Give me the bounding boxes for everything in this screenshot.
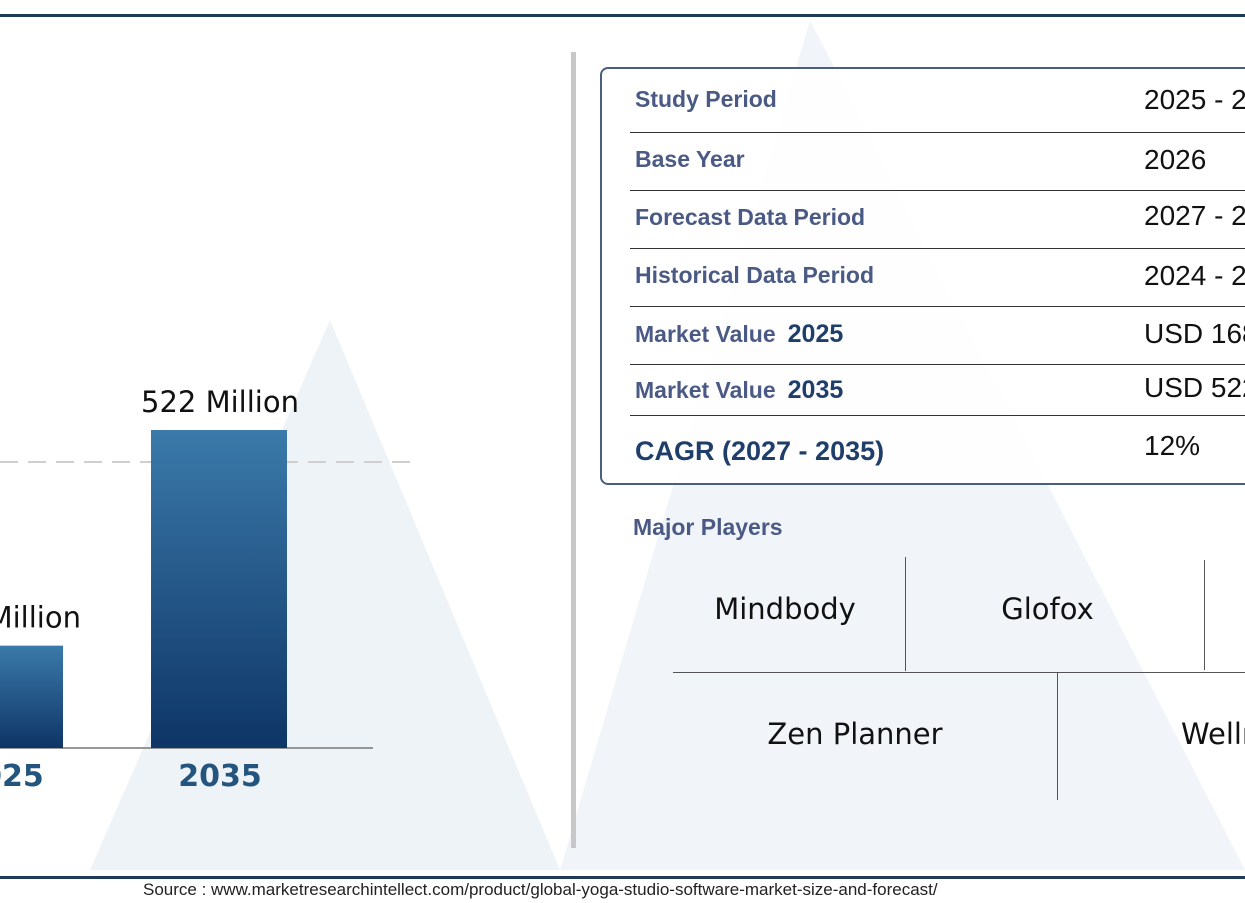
grid-divider — [1057, 672, 1058, 800]
table-row-label: Base Year — [635, 146, 745, 173]
table-row-value: USD 168 — [1144, 318, 1245, 349]
table-row-divider — [630, 364, 1245, 365]
bottom-rule — [0, 876, 1245, 879]
table-row-value: 12% — [1144, 430, 1201, 461]
player-wellne: Wellne — [1181, 717, 1245, 751]
row-label-text: Base Year — [635, 146, 745, 172]
player-zen-planner: Zen Planner — [767, 717, 943, 751]
row-label-text: Market Value — [635, 377, 776, 403]
grid-divider — [1204, 560, 1205, 670]
table-row-value: 2027 - 2 — [1144, 200, 1245, 231]
player-glofox: Glofox — [1001, 592, 1094, 626]
table-row-value: USD 522 — [1144, 372, 1245, 403]
table-row-label: Historical Data Period — [635, 262, 874, 289]
row-label-year: 2035 — [787, 376, 844, 404]
x-tick-label: 2025 — [0, 759, 44, 794]
major-players-title: Major Players — [633, 514, 783, 540]
row-label-text: Forecast Data Period — [635, 204, 866, 230]
bar-value-label: 522 Million — [141, 385, 299, 419]
bar-value-label: 168 Million — [0, 601, 81, 635]
table-row-divider — [630, 190, 1245, 191]
player-mindbody: Mindbody — [714, 592, 856, 626]
table-row-label: Forecast Data Period — [635, 204, 865, 231]
table-row-value: 2026 — [1144, 144, 1207, 175]
bar-chart: 168 Million 2025 522 Million 2035 — [0, 385, 410, 794]
row-label-text: CAGR (2027 - 2035) — [635, 436, 885, 466]
table-row-divider — [630, 306, 1245, 307]
table-row-divider — [630, 132, 1245, 133]
row-label-text: Market Value — [635, 321, 776, 347]
row-label-text: Study Period — [635, 86, 777, 112]
grid-divider — [673, 672, 1245, 673]
table-row-label: Market Value 2035 — [635, 376, 843, 405]
table-row-value: 2024 - 2 — [1144, 260, 1245, 291]
x-tick-label: 2035 — [178, 759, 262, 794]
table-row-value: 2025 - 2 — [1144, 84, 1245, 115]
section-divider — [571, 52, 576, 848]
table-row-label: Study Period — [635, 86, 777, 113]
row-label-year: 2025 — [787, 320, 844, 348]
bar-2035 — [151, 430, 287, 748]
row-label-text: Historical Data Period — [635, 262, 875, 288]
top-rule — [0, 14, 1245, 17]
table-row-label: CAGR (2027 - 2035) — [635, 436, 884, 467]
grid-divider — [905, 557, 906, 671]
bar-2025 — [0, 645, 63, 748]
source-text: Source : www.marketresearchintellect.com… — [143, 880, 938, 899]
table-row-divider — [630, 248, 1245, 249]
table-row-divider — [630, 415, 1245, 416]
table-row-label: Market Value 2025 — [635, 320, 843, 349]
